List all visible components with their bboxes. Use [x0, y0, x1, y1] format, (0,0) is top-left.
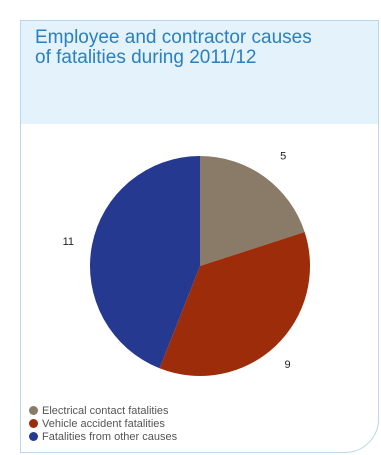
chart-title: Employee and contractor causes of fatali… [35, 28, 365, 68]
legend-item-other: Fatalities from other causes [29, 430, 177, 443]
legend-swatch-other [29, 432, 38, 441]
legend-item-electrical: Electrical contact fatalities [29, 404, 177, 417]
pie-label-vehicle: 9 [285, 359, 291, 371]
pie-slice-vehicle [159, 232, 311, 377]
legend-swatch-vehicle [29, 419, 38, 428]
chart-header: Employee and contractor causes of fatali… [21, 21, 378, 124]
pie-chart: 5 9 11 [63, 150, 311, 377]
pie-slice-other [89, 156, 200, 369]
legend-label-other: Fatalities from other causes [42, 430, 178, 443]
chart-frame: Employee and contractor causes of fatali… [20, 20, 379, 453]
legend-label-electrical: Electrical contact fatalities [42, 404, 169, 417]
legend-swatch-electrical [29, 406, 38, 415]
chart-title-line-2: of fatalities during 2011/12 [35, 47, 257, 68]
chart-title-line-1: Employee and contractor causes [35, 27, 312, 48]
pie-slice-electrical [200, 156, 305, 266]
pie-label-electrical: 5 [280, 150, 286, 162]
legend-label-vehicle: Vehicle accident fatalities [42, 417, 165, 430]
chart-legend: Electrical contact fatalities Vehicle ac… [29, 404, 177, 443]
pie-label-other: 11 [63, 236, 74, 248]
legend-item-vehicle: Vehicle accident fatalities [29, 417, 177, 430]
